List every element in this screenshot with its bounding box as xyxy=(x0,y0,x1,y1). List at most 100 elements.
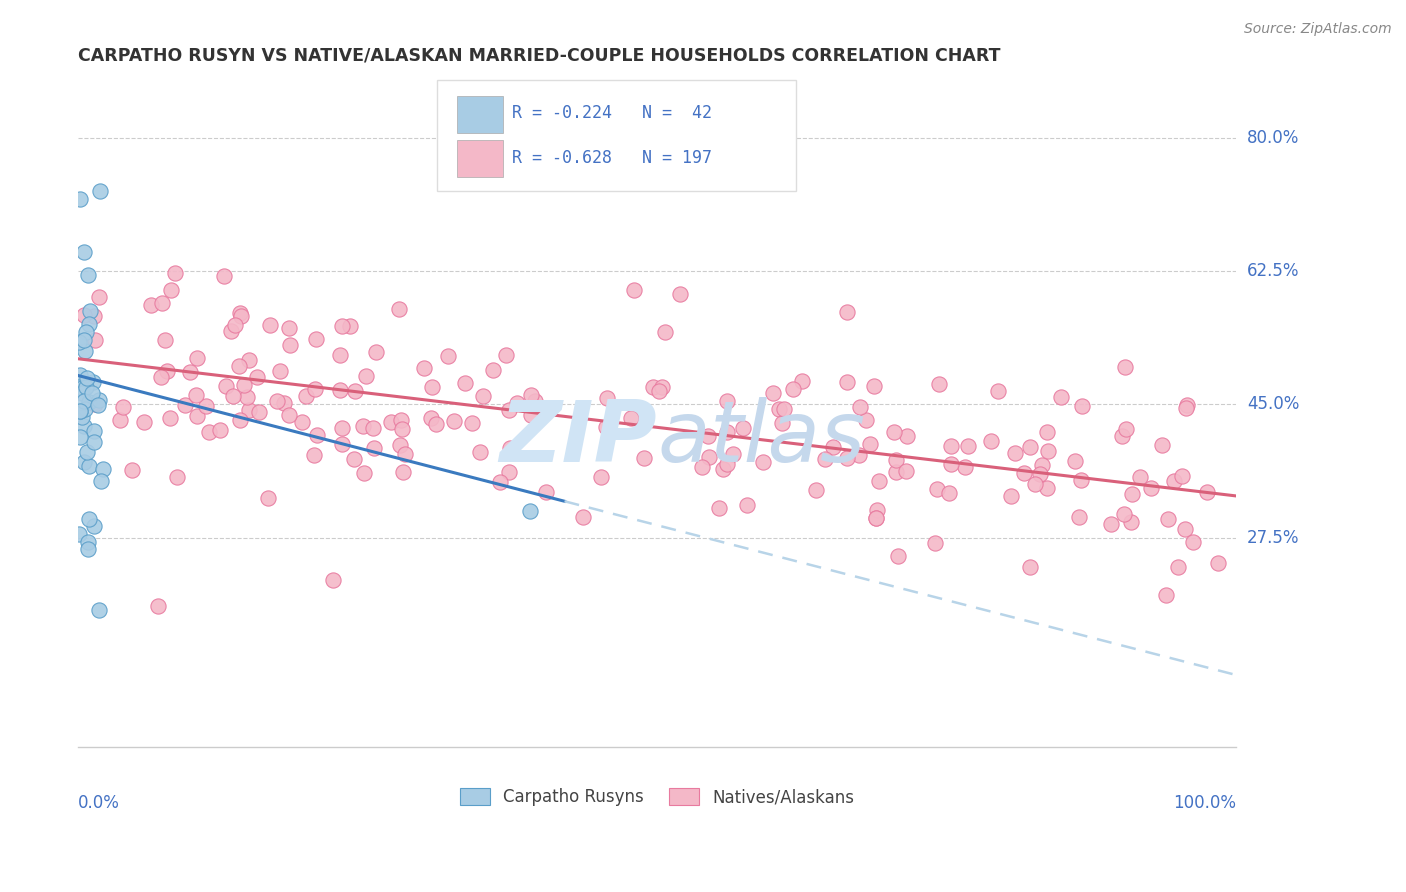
Point xyxy=(77,458,100,473)
Point xyxy=(716,457,738,471)
Point xyxy=(1000,490,1022,504)
Point xyxy=(233,377,256,392)
Point xyxy=(257,491,280,505)
Text: ZIP: ZIP xyxy=(499,398,657,481)
Point xyxy=(215,378,238,392)
Point xyxy=(90,474,112,488)
Point xyxy=(72,409,94,424)
Point xyxy=(762,386,785,401)
Point xyxy=(837,450,859,465)
Point xyxy=(83,519,105,533)
Point xyxy=(1150,438,1173,452)
Point xyxy=(83,397,105,411)
Point xyxy=(352,419,374,434)
Point xyxy=(1157,512,1180,526)
Point xyxy=(305,332,328,346)
Point xyxy=(1121,487,1143,501)
Point xyxy=(70,386,93,401)
Point xyxy=(792,375,814,389)
Text: 45.0%: 45.0% xyxy=(1247,395,1299,414)
Point xyxy=(1140,481,1163,495)
Point xyxy=(696,429,718,443)
Point xyxy=(894,464,917,478)
Point xyxy=(389,413,412,427)
Point xyxy=(83,309,105,323)
Point xyxy=(1129,470,1152,484)
Point xyxy=(148,599,170,614)
Point xyxy=(73,455,96,469)
Point xyxy=(269,364,291,378)
Point xyxy=(716,425,738,440)
Point xyxy=(770,417,793,431)
Point xyxy=(1099,517,1122,532)
Point xyxy=(887,549,910,564)
Point xyxy=(1050,391,1073,405)
Point xyxy=(91,462,114,476)
Point xyxy=(711,462,734,476)
Point xyxy=(804,483,827,497)
Point xyxy=(623,283,645,297)
Point xyxy=(83,424,105,438)
Point xyxy=(67,379,90,393)
Point xyxy=(353,466,375,480)
Text: 62.5%: 62.5% xyxy=(1247,262,1299,280)
Point xyxy=(273,396,295,410)
Point xyxy=(86,398,108,412)
Point xyxy=(82,376,104,390)
Point xyxy=(1024,476,1046,491)
Point xyxy=(633,450,655,465)
Point xyxy=(752,455,775,469)
Point xyxy=(1156,588,1178,602)
Point xyxy=(160,283,183,297)
Point xyxy=(980,434,1002,448)
Point xyxy=(69,404,91,418)
Point xyxy=(84,333,107,347)
Point xyxy=(1182,534,1205,549)
Point xyxy=(159,411,181,425)
Text: 80.0%: 80.0% xyxy=(1247,128,1299,147)
Point xyxy=(481,362,503,376)
Point xyxy=(380,415,402,429)
Point xyxy=(238,403,260,417)
Point xyxy=(67,527,90,541)
Point xyxy=(89,393,111,408)
Point xyxy=(489,475,512,489)
Point xyxy=(76,534,98,549)
Text: 100.0%: 100.0% xyxy=(1173,794,1236,813)
Point xyxy=(859,436,882,450)
Point xyxy=(67,335,90,350)
Point xyxy=(186,388,208,402)
Point xyxy=(595,420,617,434)
Point xyxy=(121,462,143,476)
Point xyxy=(1171,469,1194,483)
Point xyxy=(307,427,329,442)
Point xyxy=(1029,467,1052,482)
Point xyxy=(865,511,887,525)
Point xyxy=(83,435,105,450)
Point xyxy=(927,483,949,497)
Point xyxy=(821,441,844,455)
Point xyxy=(329,384,352,398)
Point xyxy=(229,306,252,320)
Point xyxy=(77,395,100,409)
Point xyxy=(304,382,326,396)
Point xyxy=(848,448,870,462)
Point xyxy=(391,422,413,436)
Point xyxy=(111,400,134,414)
Point xyxy=(294,389,316,403)
Text: R = -0.628   N = 197: R = -0.628 N = 197 xyxy=(512,149,713,167)
Point xyxy=(690,459,713,474)
Text: 27.5%: 27.5% xyxy=(1247,529,1299,547)
Point xyxy=(1174,522,1197,536)
Point xyxy=(938,486,960,500)
Point xyxy=(499,441,522,455)
Point xyxy=(75,380,97,394)
Point xyxy=(110,413,132,427)
Point xyxy=(73,245,96,260)
FancyBboxPatch shape xyxy=(457,95,503,133)
Point xyxy=(153,334,176,348)
Point xyxy=(322,573,344,587)
Point xyxy=(814,451,837,466)
Point xyxy=(79,304,101,318)
Point xyxy=(735,498,758,512)
